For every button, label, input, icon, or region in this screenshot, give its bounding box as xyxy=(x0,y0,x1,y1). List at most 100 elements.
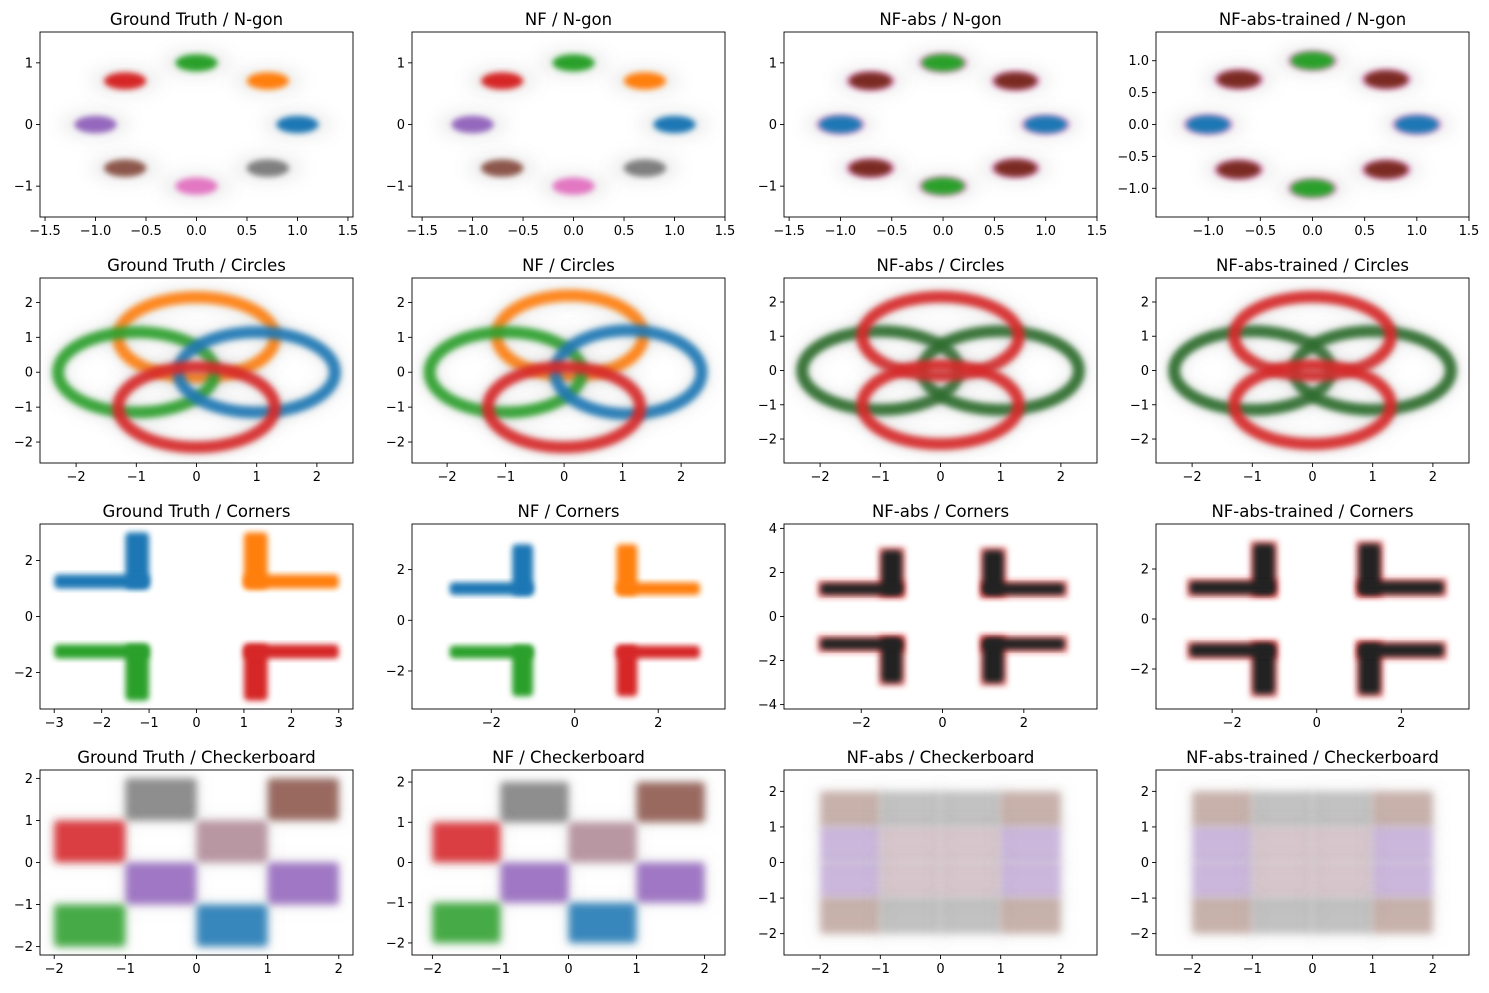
point-cluster-darkred xyxy=(1364,70,1409,89)
x-tick-label: 0 xyxy=(192,470,200,485)
subplot-10: NF / Corners −2 0 2 −2 0 2 xyxy=(386,502,726,731)
checker-cell-brown xyxy=(1192,791,1253,827)
checker-cell-purple xyxy=(1000,862,1061,899)
point-cluster-green xyxy=(552,54,595,72)
checker-cell-purple xyxy=(820,826,881,863)
point-cluster-gray xyxy=(246,159,290,177)
x-tick-label: 1.0 xyxy=(1406,224,1427,239)
subplot-title: NF-abs-trained / Corners xyxy=(1211,502,1413,521)
x-tick-label: 2 xyxy=(654,716,662,731)
x-tick-label: −2 xyxy=(811,470,830,485)
plot-area xyxy=(428,778,709,947)
l-shape-horizontal xyxy=(54,644,150,659)
y-tick-label: −1 xyxy=(14,898,33,913)
subplot-title: Ground Truth / Checkerboard xyxy=(77,748,316,767)
plot-area xyxy=(1170,43,1455,206)
y-tick-label: 0.5 xyxy=(1128,86,1149,101)
x-tick-label: −2 xyxy=(423,962,442,977)
y-tick-label: 0 xyxy=(397,118,405,133)
l-shape-red xyxy=(616,645,700,697)
l-shape-green xyxy=(54,644,150,701)
y-tick-label: −2 xyxy=(14,436,33,451)
y-tick-label: 2 xyxy=(769,785,777,800)
y-tick-label: −0.5 xyxy=(1117,150,1149,165)
checker-cell-purple xyxy=(125,862,197,905)
subplot-title: NF-abs / Corners xyxy=(872,502,1009,521)
x-tick-label: 1 xyxy=(632,962,640,977)
x-tick-label: 1.5 xyxy=(1459,224,1480,239)
plot-area xyxy=(817,547,1068,686)
checker-cell-mauve xyxy=(1252,862,1313,899)
checker-cell-mauve xyxy=(940,826,1001,863)
x-tick-label: 2 xyxy=(700,962,708,977)
y-tick-label: −1 xyxy=(758,398,777,413)
x-tick-label: −1 xyxy=(491,962,510,977)
subplot-title: NF / N-gon xyxy=(525,10,612,29)
plot-area xyxy=(449,544,700,697)
subplot-11: NF-abs / Corners −2 0 2 −4 −2 0 2 4 xyxy=(758,502,1098,731)
checker-cell-brown xyxy=(1000,791,1061,827)
l-shape-horizontal xyxy=(616,645,700,659)
l-shape-green xyxy=(449,645,534,697)
x-tick-label: −2 xyxy=(45,962,64,977)
plot-area xyxy=(50,774,343,951)
y-tick-label: −1 xyxy=(758,180,777,195)
subplot-title: NF-abs / N-gon xyxy=(879,10,1001,29)
x-tick-label: 0 xyxy=(1308,470,1316,485)
checker-cell-gray xyxy=(1252,898,1313,934)
y-tick-label: 0 xyxy=(769,610,777,625)
y-tick-label: 0 xyxy=(769,364,777,379)
point-cluster-purple xyxy=(451,115,494,134)
x-tick-label: 0 xyxy=(1308,962,1316,977)
subplot-title: NF / Circles xyxy=(522,256,615,275)
point-cluster-darkred xyxy=(848,159,893,177)
x-tick-label: 1 xyxy=(240,716,248,731)
l-shape-horizontal xyxy=(243,574,339,589)
y-tick-label: −1 xyxy=(386,401,405,416)
l-shape-horizontal xyxy=(449,582,534,595)
checker-cell-mauve xyxy=(1312,826,1373,863)
subplot-13: Ground Truth / Checkerboard −2 −1 0 1 2 −2 −1 0 1… xyxy=(14,748,354,977)
plot-area xyxy=(418,284,713,459)
point-cluster-blue xyxy=(1024,115,1068,134)
x-tick-label: −0.5 xyxy=(876,224,908,239)
x-tick-label: 0.0 xyxy=(186,224,207,239)
x-tick-label: 1 xyxy=(618,470,626,485)
l-shape-horizontal xyxy=(983,583,1065,595)
x-tick-label: 0 xyxy=(938,716,946,731)
checker-cell-gray xyxy=(1252,791,1313,827)
l-shape-horizontal xyxy=(983,638,1065,650)
x-tick-label: −1 xyxy=(116,962,135,977)
point-cluster-blue xyxy=(653,115,696,134)
checker-cell-purple xyxy=(636,862,705,903)
subplot-title: NF-abs-trained / Circles xyxy=(1216,256,1409,275)
x-tick-label: −0.5 xyxy=(130,224,162,239)
subplot-title: NF-abs / Checkerboard xyxy=(847,748,1035,767)
subplot-1: Ground Truth / N-gon −1.5 −1.0 −0.5 0.0 0.5 1.… xyxy=(14,10,358,239)
plot-area xyxy=(791,285,1090,456)
point-cluster-green xyxy=(921,177,965,195)
checker-cell-purple xyxy=(1192,862,1253,899)
ring-red xyxy=(1228,359,1397,451)
y-tick-label: 1.0 xyxy=(1128,54,1149,69)
subplot-2: NF / N-gon −1.5 −1.0 −0.5 0.0 0.5 1.0 1.5 −1 0 1 xyxy=(386,10,736,239)
y-tick-label: −2 xyxy=(386,936,405,951)
point-cluster-orange xyxy=(623,72,667,90)
x-tick-label: 1.5 xyxy=(1087,224,1108,239)
point-cluster-darkred xyxy=(1216,160,1261,179)
subplot-16: NF-abs-trained / Checkerboard −2 −1 0 1 2 −2 −1… xyxy=(1130,748,1470,977)
l-shape-black xyxy=(817,547,905,598)
point-cluster-blue xyxy=(1394,115,1439,134)
subplot-12: NF-abs-trained / Corners −2 0 2 −2 0 2 xyxy=(1130,502,1470,731)
y-tick-label: −2 xyxy=(14,666,33,681)
checker-cell-purple xyxy=(1192,826,1253,863)
l-shape-horizontal xyxy=(243,644,339,659)
y-tick-label: 0 xyxy=(25,610,33,625)
checker-cell-purple xyxy=(267,862,339,905)
checker-cell-red xyxy=(54,820,126,863)
point-cluster-green xyxy=(921,54,965,72)
y-tick-label: 2 xyxy=(397,296,405,311)
l-shape-black xyxy=(1186,541,1278,597)
l-shape-orange xyxy=(616,544,700,595)
point-cluster-blue xyxy=(1186,115,1231,134)
